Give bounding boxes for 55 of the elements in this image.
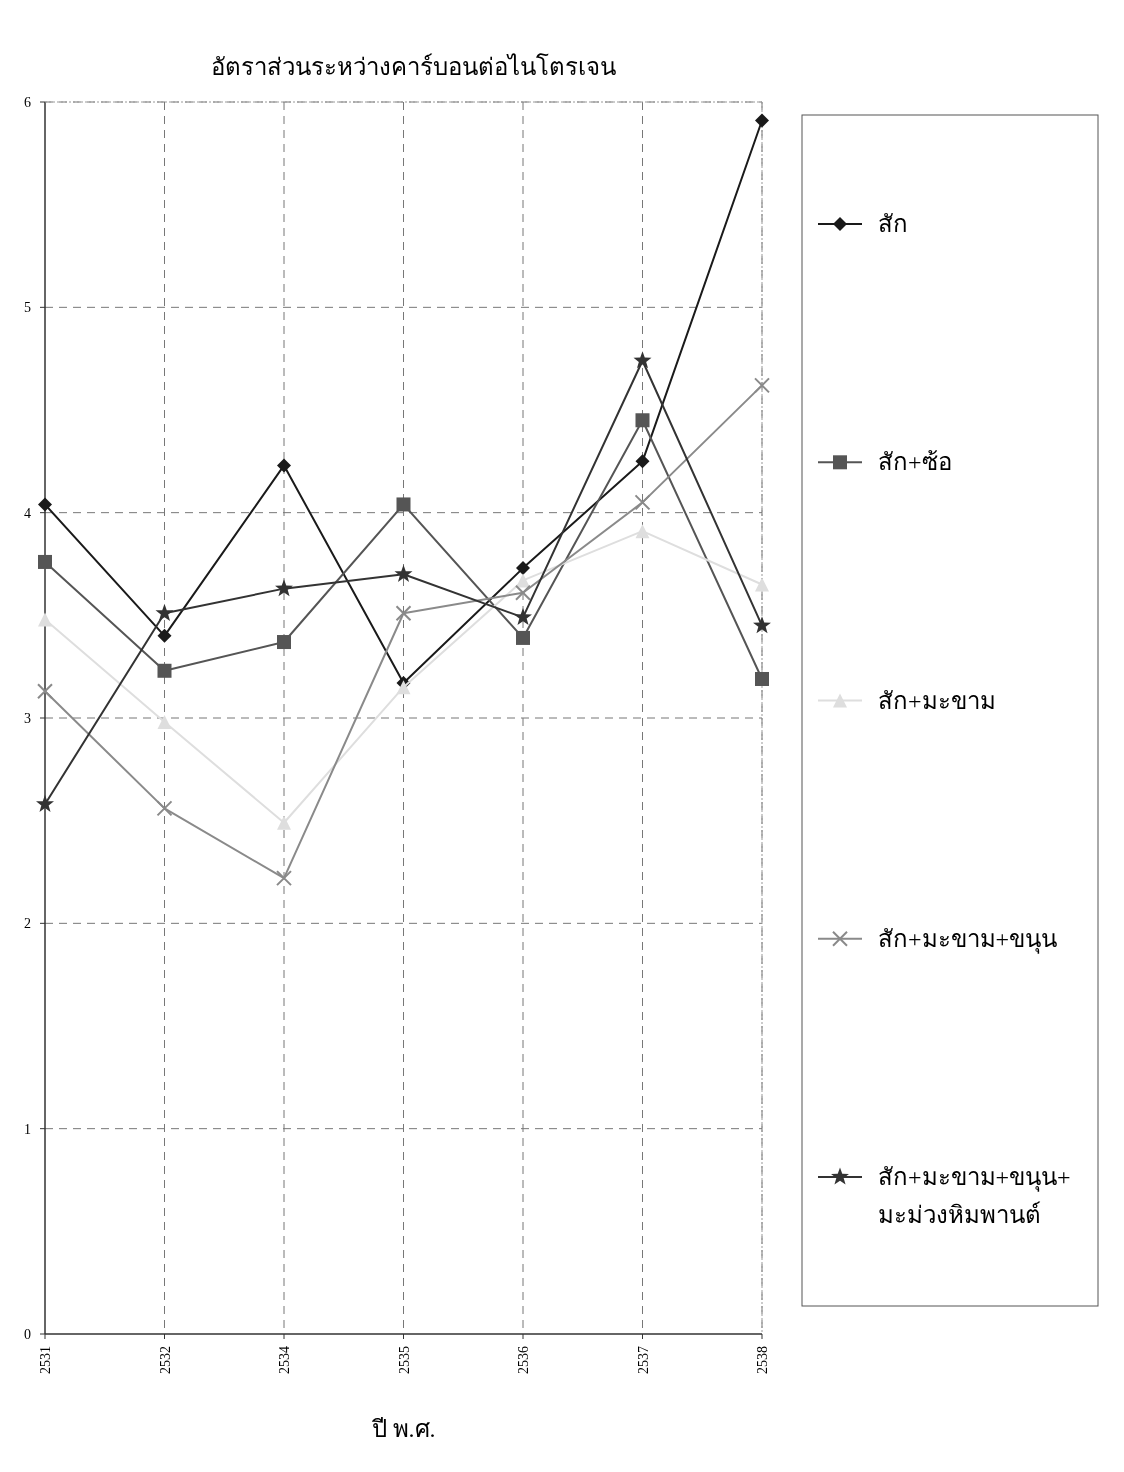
legend-label: สัก <box>878 211 908 238</box>
point <box>516 630 530 645</box>
point <box>514 607 532 626</box>
point <box>634 494 651 511</box>
y-tick-label: 2 <box>24 916 31 932</box>
point <box>633 351 652 369</box>
point <box>755 671 769 686</box>
legend-label: สัก+มะขาม <box>878 687 996 714</box>
legend-label: สัก+มะขาม+ขนุน+มะม่วงหิมพานต์ <box>878 1163 1071 1228</box>
x-tick-label: 2538 <box>755 1346 770 1374</box>
y-tick-label: 6 <box>24 95 31 110</box>
x-tick-label: 2534 <box>277 1346 292 1374</box>
x-axis-title: ปี พ.ศ. <box>370 1416 436 1442</box>
y-tick-label: 3 <box>24 711 31 726</box>
point <box>516 561 530 576</box>
point <box>277 458 291 473</box>
point <box>37 683 53 700</box>
x-tick-label: 2532 <box>157 1346 173 1374</box>
point <box>394 564 413 582</box>
y-tick-label: 4 <box>24 505 31 521</box>
y-tick-label: 1 <box>24 1121 31 1137</box>
point <box>753 616 771 634</box>
point <box>635 524 650 539</box>
point <box>635 413 650 428</box>
x-tick-label: 2535 <box>396 1346 412 1374</box>
y-tick-label: 0 <box>24 1327 31 1342</box>
x-tick-label: 2536 <box>516 1346 531 1374</box>
point <box>38 554 52 569</box>
point <box>755 577 769 592</box>
point <box>396 497 411 512</box>
point <box>155 603 174 621</box>
legend-label: สัก+มะขาม+ขนุน <box>878 925 1058 954</box>
point <box>396 680 411 695</box>
point <box>157 663 172 678</box>
x-tick-label: 2531 <box>38 1346 53 1374</box>
point <box>515 584 531 601</box>
point <box>275 579 293 597</box>
x-tick-label: 2537 <box>635 1346 651 1374</box>
legend-label: สัก+ซ้อ <box>878 449 952 476</box>
point <box>395 605 412 622</box>
point <box>277 635 291 650</box>
point <box>157 628 172 643</box>
point <box>277 815 291 830</box>
point <box>635 454 650 469</box>
point <box>754 377 770 394</box>
point <box>755 113 769 128</box>
point <box>38 497 52 512</box>
point <box>38 612 52 627</box>
point <box>36 794 54 812</box>
point <box>157 715 172 730</box>
chart-title: อัตราส่วนระหว่างคาร์บอนต่อไนโตรเจน <box>211 53 616 80</box>
y-tick-label: 5 <box>24 300 31 316</box>
point <box>156 800 173 817</box>
point <box>516 573 530 588</box>
point <box>276 870 292 887</box>
